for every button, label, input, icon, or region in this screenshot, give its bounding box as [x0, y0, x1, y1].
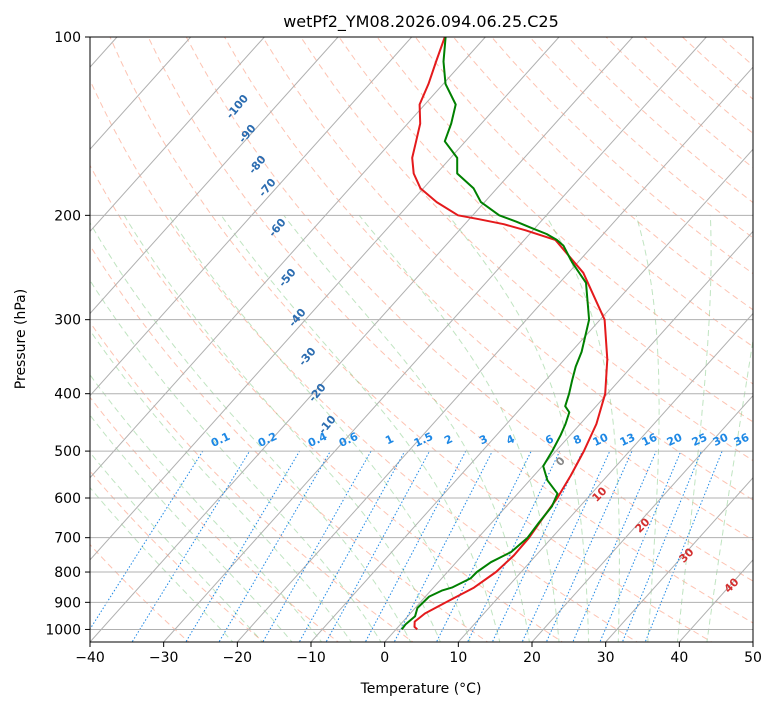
moist-adiabat — [90, 221, 412, 642]
x-tick-label: −40 — [75, 650, 105, 666]
moist-adiabat — [220, 215, 501, 642]
mixing-ratio-line — [393, 450, 493, 642]
x-tick-label: 40 — [670, 650, 688, 666]
dewpoint-line — [400, 37, 591, 631]
isotherm — [90, 37, 560, 561]
mixing-ratio-line — [435, 450, 532, 642]
dry-adiabat — [338, 37, 753, 423]
y-tick-label: 400 — [54, 387, 81, 403]
dry-adiabat — [759, 37, 775, 644]
mixing-ratio-line — [185, 450, 301, 642]
isotherm — [752, 641, 753, 642]
dry-adiabats — [90, 37, 775, 644]
axis-ticks: −40 −30 −20 −10 0 10 20 30 40 50 100 200 300 400 500 60… — [45, 30, 762, 666]
y-tick-label: 300 — [54, 313, 81, 329]
mixing-ratio-line — [545, 450, 633, 642]
mixing-ratio-line — [131, 450, 251, 642]
moist-adiabat — [168, 215, 471, 642]
x-tick-label: 0 — [380, 650, 389, 666]
y-axis-label: Pressure (hPa) — [13, 289, 29, 389]
mixing-ratio-line — [599, 450, 682, 642]
moist-adiabat — [123, 215, 441, 642]
isotherm — [605, 477, 753, 642]
moist-adiabat — [90, 329, 352, 642]
dry-adiabat — [376, 37, 753, 385]
isotherm — [384, 230, 753, 642]
isotherm — [90, 37, 192, 150]
y-tick-label: 500 — [54, 444, 81, 460]
moist-adiabats — [90, 214, 753, 642]
mixing-ratio-label: 13 — [618, 431, 637, 449]
mixing-ratio-line — [521, 450, 611, 642]
mixing-ratio-line — [364, 450, 467, 642]
y-tick-label: 1000 — [45, 622, 81, 638]
x-tick-label: 20 — [523, 650, 541, 666]
isotherm — [90, 37, 265, 233]
dry-adiabat — [90, 396, 340, 642]
isotherm — [457, 312, 753, 642]
mixing-ratio-label: 30 — [711, 431, 731, 449]
isotherm — [310, 148, 753, 642]
isotherm — [236, 66, 753, 642]
isotherm — [90, 37, 413, 397]
moist-adiabat — [283, 214, 530, 642]
mixing-ratio-lines — [90, 450, 723, 642]
mixing-ratio-label: 16 — [640, 431, 660, 449]
mixing-ratio-label: 25 — [690, 431, 709, 449]
pressure-gridlines — [90, 37, 753, 630]
moist-adiabat — [90, 279, 382, 642]
mixing-ratio-line — [572, 450, 657, 642]
moist-adiabat — [90, 486, 234, 642]
x-axis-label: Temperature (°C) — [360, 681, 482, 697]
isotherms — [90, 37, 753, 642]
moist-adiabat — [635, 215, 660, 642]
mixing-ratio-label: 10 — [591, 431, 611, 449]
mixing-ratio-label: 20 — [665, 431, 685, 449]
y-tick-label: 200 — [54, 208, 81, 224]
y-tick-label: 600 — [54, 491, 81, 507]
isotherm — [90, 37, 339, 315]
moist-adiabat — [706, 336, 753, 642]
x-tick-label: −30 — [149, 650, 179, 666]
x-tick-label: 30 — [597, 650, 615, 666]
dry-adiabat — [90, 321, 414, 642]
plot-frame — [89, 36, 754, 643]
x-tick-label: −20 — [223, 650, 253, 666]
isotherm — [90, 37, 634, 642]
moist-adiabat — [90, 414, 293, 642]
dry-adiabat — [90, 78, 638, 642]
moist-adiabat — [447, 214, 590, 642]
mixing-ratio-line — [325, 450, 431, 642]
y-tick-label: 100 — [54, 30, 81, 46]
profile-lines — [400, 37, 609, 631]
dry-adiabat — [224, 37, 753, 541]
y-tick-label: 800 — [54, 565, 81, 581]
y-tick-label: 700 — [54, 531, 81, 547]
temperature-line — [411, 37, 609, 631]
dry-adiabat — [185, 37, 753, 582]
moist-adiabat — [358, 214, 560, 642]
dry-adiabat — [414, 37, 753, 348]
isotherm — [531, 394, 753, 642]
isotherm — [90, 37, 486, 479]
mixing-ratio-label: 36 — [732, 431, 752, 449]
moist-adiabat — [676, 215, 712, 642]
y-tick-label: 900 — [54, 595, 81, 611]
dry-adiabat — [300, 37, 753, 462]
mixing-ratio-line — [466, 450, 561, 642]
mixing-ratio-line — [491, 450, 583, 642]
moist-adiabat — [90, 451, 264, 642]
x-tick-label: 50 — [744, 650, 762, 666]
x-tick-label: −10 — [296, 650, 326, 666]
chart-title: wetPf2_YM08.2026.094.06.25.C25 — [283, 12, 559, 32]
x-tick-label: 10 — [449, 650, 467, 666]
dry-adiabat — [262, 37, 753, 501]
isotherm — [163, 37, 707, 642]
moist-adiabat — [545, 215, 620, 642]
mixing-ratio-line — [218, 450, 331, 642]
